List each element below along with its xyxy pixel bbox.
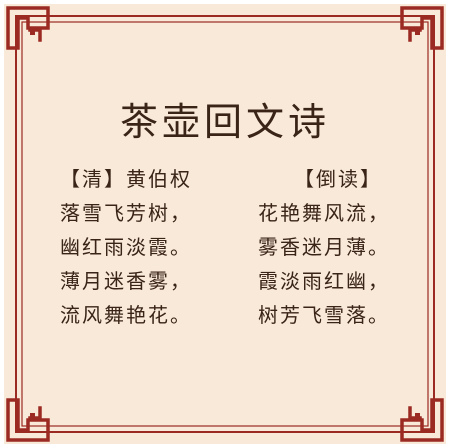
reversed-line-2: 雾香迷月薄。 xyxy=(258,235,390,259)
border-outer-line xyxy=(15,15,435,433)
inner-corner-marks xyxy=(30,30,420,418)
original-line-1: 落雪飞芳树， xyxy=(60,201,192,225)
original-poem-column: 【清】黄伯权 落雪飞芳树， 幽红雨淡霞。 薄月迷香雾， 流风舞艳花。 xyxy=(60,162,192,332)
border-inner-line xyxy=(21,21,429,427)
reversed-line-4: 树芳飞雪落。 xyxy=(258,303,390,327)
corner-ornament-top-left xyxy=(6,6,50,50)
poem-title: 茶壶回文诗 xyxy=(119,100,330,144)
poem-card xyxy=(4,4,446,444)
original-line-2: 幽红雨淡霞。 xyxy=(60,235,192,259)
reversed-heading: 【倒读】 xyxy=(294,167,382,191)
original-line-3: 薄月迷香雾， xyxy=(60,269,192,293)
corner-ornament-top-right xyxy=(400,6,444,50)
reversed-line-1: 花艳舞风流， xyxy=(258,201,390,225)
original-heading: 【清】黄伯权 xyxy=(60,167,192,191)
corner-ornament-bottom-left xyxy=(6,398,50,442)
reversed-line-3: 霞淡雨红幽， xyxy=(258,269,390,293)
original-line-4: 流风舞艳花。 xyxy=(60,303,192,327)
corner-ornament-bottom-right xyxy=(400,398,444,442)
reversed-poem-column: 【倒读】 花艳舞风流， 雾香迷月薄。 霞淡雨红幽， 树芳飞雪落。 xyxy=(258,162,390,332)
